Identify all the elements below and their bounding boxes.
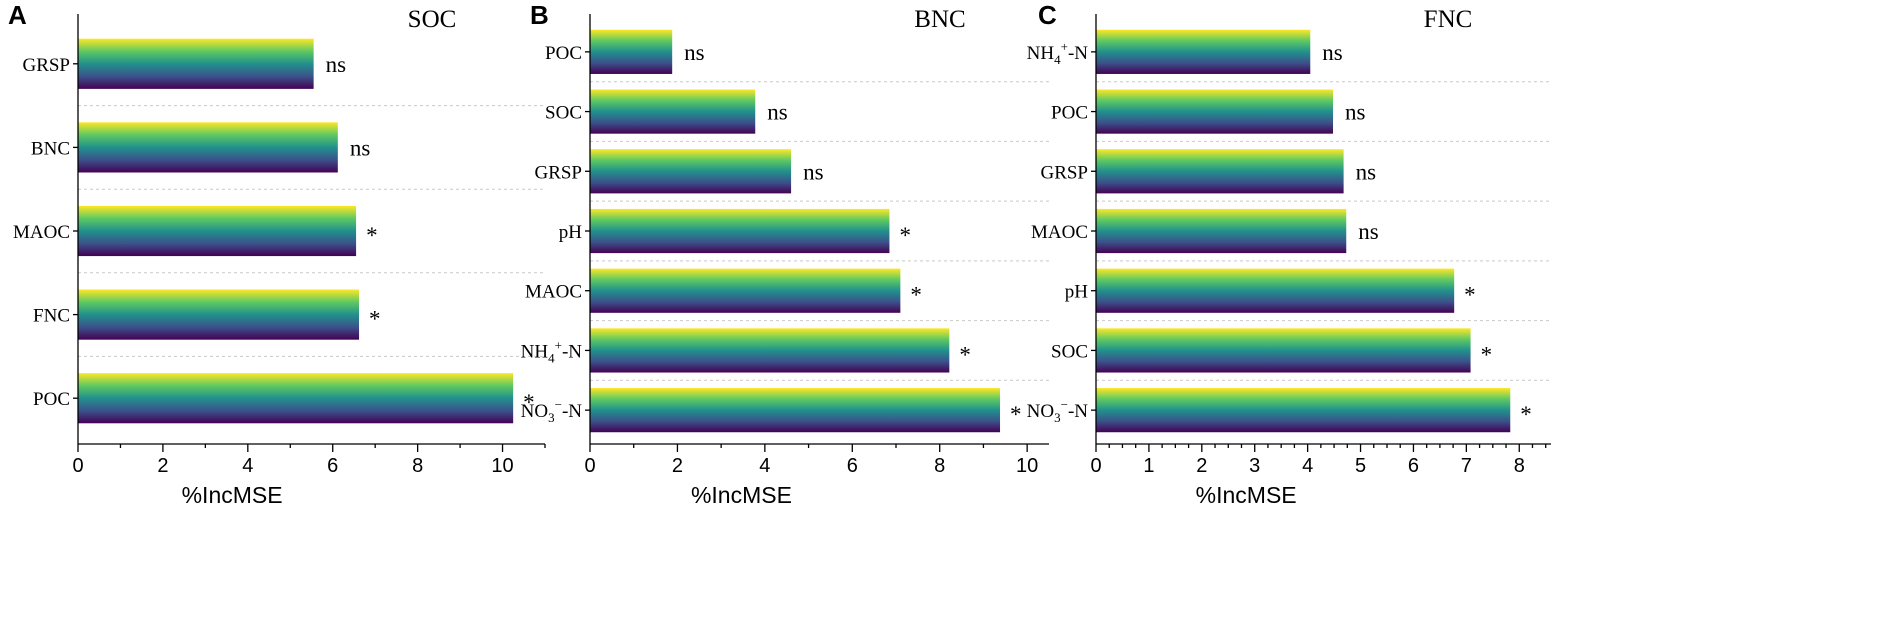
significance-label: ns (1322, 40, 1343, 65)
x-tick-label: 3 (1249, 455, 1260, 477)
category-label: NO3−-N (1027, 397, 1089, 425)
panel-c: C FNC NH4+-N ns POC ns GRSP ns MAOC ns pH * SOC * NO3−… (1027, 0, 1551, 508)
bar (78, 373, 514, 424)
bar (1096, 208, 1347, 254)
x-tick-label: 1 (1143, 455, 1154, 477)
category-label: SOC (545, 103, 582, 124)
x-tick-label: 4 (242, 455, 253, 477)
significance-label: * (1520, 402, 1532, 427)
x-tick-label: 0 (1090, 455, 1101, 477)
significance-label: * (899, 223, 911, 248)
bar (78, 38, 314, 89)
category-label: pH (1065, 282, 1089, 303)
category-label: pH (559, 222, 583, 243)
x-tick-label: 5 (1355, 455, 1366, 477)
bar (590, 388, 1001, 433)
bar (78, 205, 357, 257)
x-tick-label: 2 (157, 455, 168, 477)
x-tick-label: 7 (1461, 455, 1472, 477)
bar (590, 89, 756, 134)
significance-label: ns (1358, 219, 1379, 244)
category-label: GRSP (1040, 162, 1088, 183)
panel-letter: A (8, 0, 27, 30)
significance-label: ns (803, 159, 824, 184)
significance-label: ns (1345, 100, 1366, 125)
category-label: NO3−-N (521, 397, 583, 425)
x-tick-label: 6 (1408, 455, 1419, 477)
significance-label: ns (326, 52, 347, 77)
significance-label: * (1464, 283, 1476, 308)
x-axis-title: %IncMSE (691, 482, 792, 508)
x-tick-label: 4 (759, 455, 770, 477)
x-tick-label: 2 (672, 455, 683, 477)
category-label: BNC (31, 138, 70, 159)
chart-title: FNC (1424, 6, 1473, 33)
significance-label: * (369, 307, 381, 332)
significance-label: * (1481, 342, 1493, 367)
x-tick-label: 0 (584, 455, 595, 477)
x-axis-title: %IncMSE (182, 482, 283, 508)
category-label: MAOC (525, 282, 582, 303)
bar (590, 149, 792, 194)
panel-a: A SOC GRSP ns BNC ns MAOC * FNC * POC * 0 2 4 6 8 10 %IncM… (8, 0, 546, 508)
bar (590, 268, 901, 313)
bar (1096, 268, 1455, 313)
significance-label: * (1010, 402, 1022, 427)
x-tick-label: 8 (1514, 455, 1525, 477)
category-label: MAOC (1031, 222, 1088, 243)
bar (78, 122, 338, 173)
chart-title: BNC (914, 6, 965, 33)
category-label: SOC (1051, 341, 1088, 362)
significance-label: * (366, 223, 378, 248)
chart-title: SOC (408, 6, 457, 33)
bar (590, 29, 673, 74)
category-label: POC (545, 43, 582, 64)
x-tick-label: 10 (491, 455, 513, 477)
bar (1096, 149, 1344, 194)
x-tick-label: 6 (847, 455, 858, 477)
significance-label: * (959, 342, 971, 367)
category-label: NH4+-N (521, 337, 583, 365)
panel-letter: C (1038, 0, 1057, 30)
category-label: FNC (33, 306, 70, 327)
significance-label: ns (350, 135, 371, 160)
bar (1096, 388, 1511, 433)
significance-label: * (910, 283, 922, 308)
significance-label: * (523, 390, 535, 415)
category-label: POC (1051, 103, 1088, 124)
category-label: MAOC (13, 222, 70, 243)
bar (590, 208, 890, 254)
bar (1096, 89, 1334, 134)
x-tick-label: 8 (934, 455, 945, 477)
panel-letter: B (530, 0, 549, 30)
significance-label: ns (767, 100, 788, 125)
x-axis-title: %IncMSE (1196, 482, 1297, 508)
x-tick-label: 8 (412, 455, 423, 477)
bar (78, 289, 360, 340)
category-label: GRSP (534, 162, 582, 183)
significance-label: ns (684, 40, 705, 65)
x-tick-label: 2 (1196, 455, 1207, 477)
category-label: NH4+-N (1027, 39, 1089, 67)
bar (1096, 328, 1471, 373)
category-label: GRSP (22, 55, 70, 76)
x-tick-label: 4 (1302, 455, 1313, 477)
bar (590, 328, 950, 373)
significance-label: ns (1356, 159, 1377, 184)
bar (1096, 29, 1311, 74)
x-tick-label: 0 (72, 455, 83, 477)
category-label: POC (33, 389, 70, 410)
x-tick-label: 6 (327, 455, 338, 477)
x-tick-label: 10 (1016, 455, 1038, 477)
